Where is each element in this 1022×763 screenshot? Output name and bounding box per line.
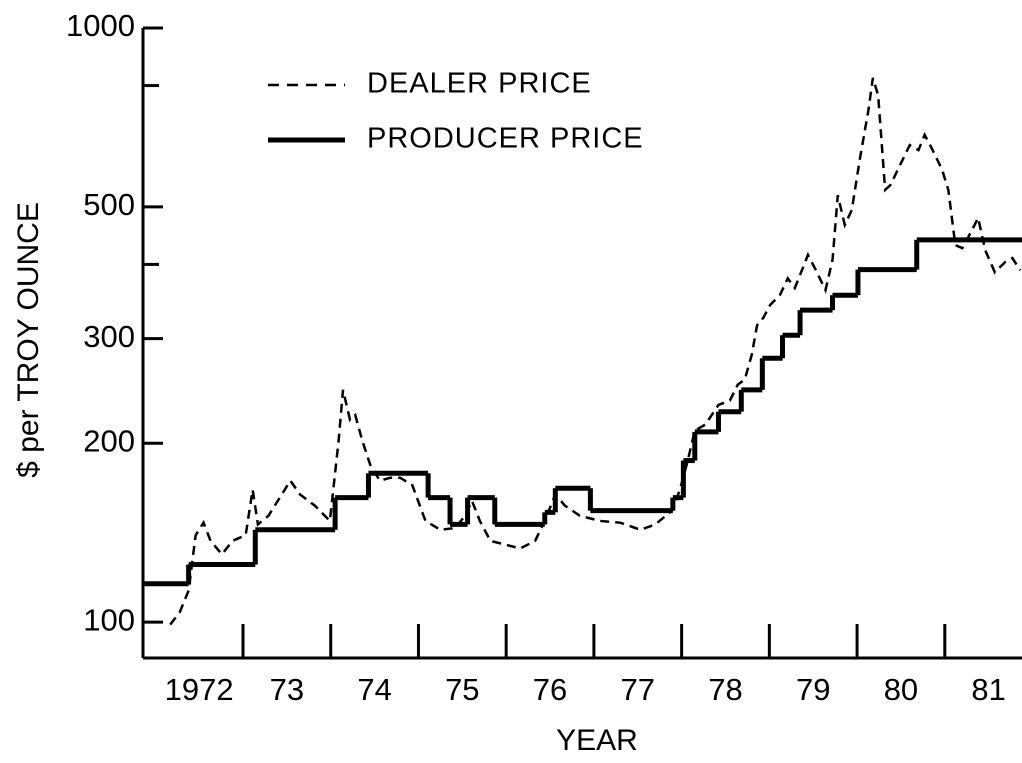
y-axis-label: $ per TROY OUNCE [12, 202, 45, 478]
x-tick-label: 77 [621, 672, 655, 707]
legend-label: PRODUCER PRICE [367, 123, 644, 155]
x-tick-label: 74 [357, 672, 391, 707]
x-tick-label: 80 [884, 672, 918, 707]
x-axis-label: YEAR [556, 724, 638, 757]
y-tick-label: 100 [83, 602, 135, 637]
y-tick-label: 500 [83, 187, 135, 222]
x-tick-label: 79 [796, 672, 830, 707]
dealer-line [169, 77, 1022, 626]
y-tick-label: 1000 [66, 8, 135, 43]
x-tick-label: 1972 [165, 672, 234, 707]
x-tick-label: 78 [708, 672, 742, 707]
x-tick-label: 73 [270, 672, 304, 707]
legend-label: DEALER PRICE [367, 68, 592, 100]
y-tick-label: 200 [83, 423, 135, 458]
x-tick-label: 81 [971, 672, 1005, 707]
x-tick-label: 75 [445, 672, 479, 707]
x-tick-label: 76 [533, 672, 567, 707]
y-tick-label: 300 [83, 319, 135, 354]
